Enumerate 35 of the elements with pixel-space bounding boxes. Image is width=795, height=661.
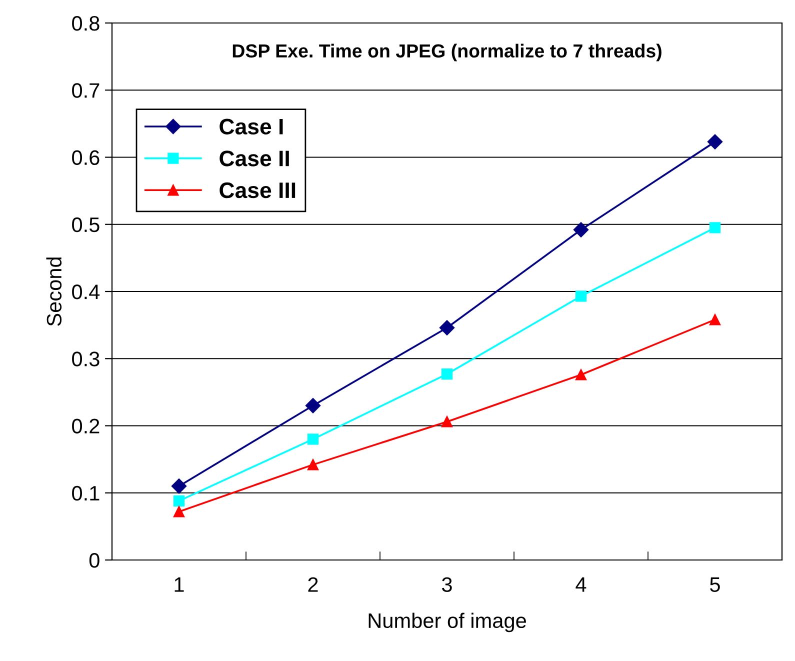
point: [171, 478, 187, 494]
point: [173, 506, 185, 518]
y-tick-label: 0.6: [72, 150, 100, 166]
legend-label: Case I: [220, 118, 283, 135]
y-tick-label: 0.1: [72, 486, 100, 501]
legend-label: Case III: [220, 182, 296, 198]
point: [307, 434, 319, 445]
x-tick-label: 2: [308, 577, 318, 592]
y-tick-label: 0.8: [72, 16, 100, 31]
point: [709, 314, 721, 326]
y-axis-title: Second: [46, 258, 62, 326]
x-tick-label: 1: [174, 577, 184, 592]
x-tick-label: 3: [442, 577, 452, 592]
y-tick-label: 0.4: [72, 284, 100, 300]
point: [573, 222, 589, 238]
y-tick-label: 0: [89, 553, 100, 568]
x-tick-label: 4: [576, 577, 586, 592]
y-tick-label: 0.3: [72, 352, 100, 366]
y-tick-label: 0.7: [72, 83, 100, 98]
y-tick-label: 0.2: [72, 418, 100, 434]
point: [439, 320, 455, 336]
point: [441, 368, 453, 380]
point: [575, 369, 587, 380]
y-tick-label: 0.5: [72, 217, 100, 232]
x-tick-label: 5: [710, 577, 720, 592]
text: DSP Exe. Time on JPEG (normalize to 7 threads): [232, 44, 662, 62]
point: [709, 222, 721, 234]
x-axis-title: Number of image: [368, 612, 526, 632]
point: [173, 495, 185, 506]
point: [307, 459, 319, 470]
legend-label: Case II: [220, 150, 289, 166]
point: [305, 398, 321, 414]
point: [707, 134, 723, 150]
point: [441, 416, 453, 428]
point: [575, 290, 587, 302]
